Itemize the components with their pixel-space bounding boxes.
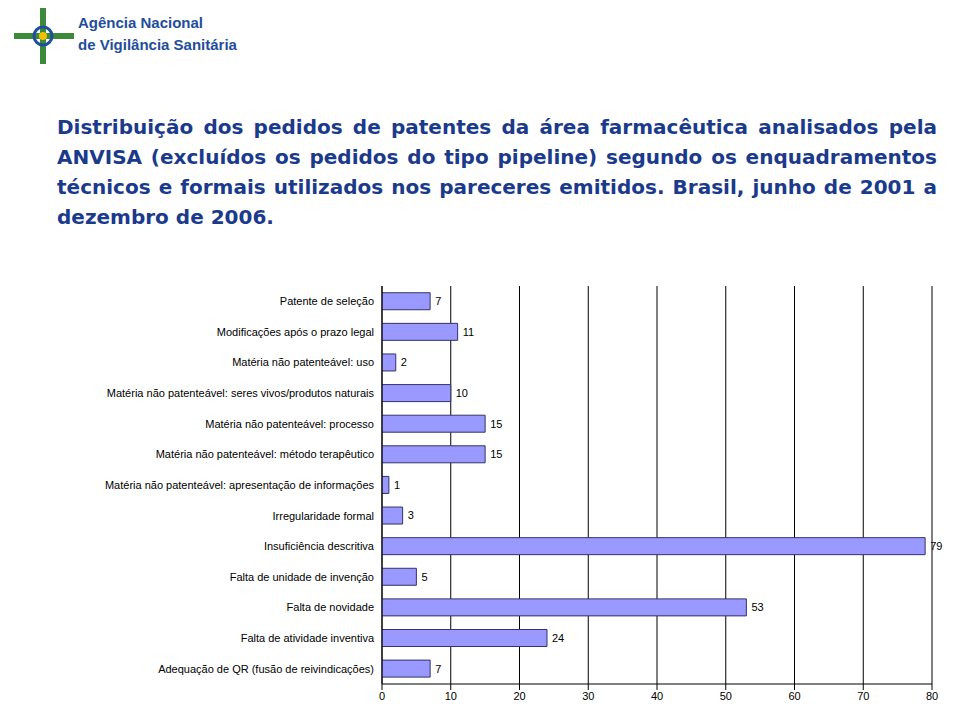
html-text:de Vigilância Sanitária: de Vigilância Sanitária — [78, 36, 237, 53]
svg-text:Modificações após o prazo lega: Modificações após o prazo legal — [217, 326, 374, 338]
svg-text:1: 1 — [394, 479, 400, 491]
svg-text:10: 10 — [445, 690, 457, 702]
svg-text:0: 0 — [379, 690, 385, 702]
svg-text:11: 11 — [463, 326, 474, 338]
svg-text:50: 50 — [720, 690, 732, 702]
svg-text:Matéria não patenteável: apres: Matéria não patenteável: apresentação de… — [105, 479, 375, 491]
svg-text:60: 60 — [788, 690, 800, 702]
svg-text:Patente de seleção: Patente de seleção — [280, 295, 374, 307]
svg-text:Matéria não patenteável: métod: Matéria não patenteável: método terapêut… — [156, 448, 374, 460]
svg-text:Adequação de QR (fusão de reiv: Adequação de QR (fusão de reivindicações… — [158, 663, 374, 675]
svg-text:Matéria não patenteável: proce: Matéria não patenteável: processo — [205, 418, 374, 430]
svg-text:7: 7 — [435, 663, 441, 675]
svg-text:15: 15 — [490, 418, 502, 430]
svg-text:Insuficiência descritiva: Insuficiência descritiva — [264, 540, 375, 552]
svg-text:53: 53 — [751, 601, 763, 613]
svg-text:24: 24 — [552, 632, 564, 644]
svg-text:15: 15 — [490, 448, 502, 460]
html-text:Agência Nacional: Agência Nacional — [78, 14, 203, 31]
svg-text:10: 10 — [456, 387, 468, 399]
svg-text:Matéria não patenteável: seres: Matéria não patenteável: seres vivos/pro… — [107, 387, 375, 399]
svg-text:70: 70 — [857, 690, 869, 702]
svg-text:3: 3 — [408, 509, 414, 521]
svg-text:2: 2 — [401, 356, 407, 368]
svg-text:79: 79 — [930, 540, 942, 552]
svg-text:Falta de atividade inventiva: Falta de atividade inventiva — [241, 632, 375, 644]
html-text:Distribuição dos pedidos de pa: Distribuição dos pedidos de patentes da … — [57, 115, 937, 229]
svg-text:80: 80 — [926, 690, 938, 702]
svg-text:40: 40 — [651, 690, 663, 702]
svg-text:7: 7 — [435, 295, 441, 307]
svg-text:5: 5 — [421, 571, 427, 583]
svg-text:Irregularidade formal: Irregularidade formal — [273, 510, 375, 522]
svg-text:30: 30 — [582, 690, 594, 702]
svg-text:20: 20 — [513, 690, 525, 702]
svg-text:Matéria não patenteável: uso: Matéria não patenteável: uso — [232, 356, 374, 368]
svg-text:Falta de novidade: Falta de novidade — [287, 601, 374, 613]
svg-text:Falta de unidade de invenção: Falta de unidade de invenção — [230, 571, 374, 583]
